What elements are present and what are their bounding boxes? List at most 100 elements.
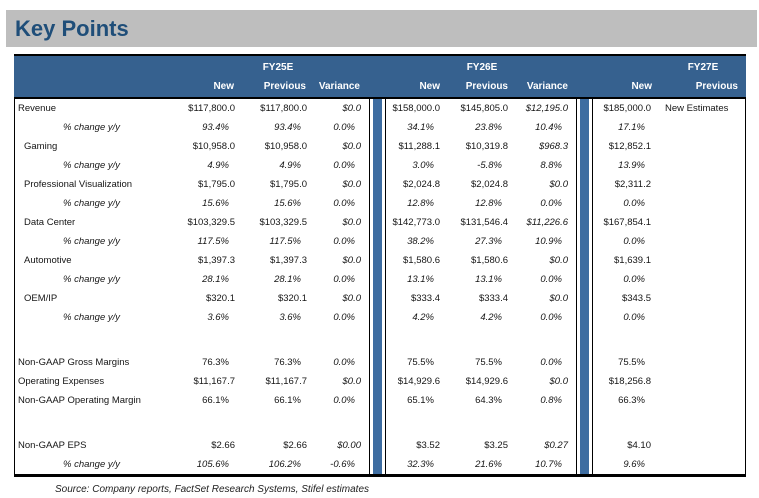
fy27-new-value: $12,852.1 [608, 141, 651, 152]
table-row: Non-GAAP Gross Margins 76.3% 76.3% 0.0% [15, 353, 369, 372]
blank-row [593, 327, 745, 353]
fy27-new-value: 66.3% [618, 395, 645, 406]
blank-row [15, 327, 369, 353]
fy25-variance-value: $0.0 [342, 141, 362, 152]
row-label: % change y/y [63, 236, 121, 247]
fy27e-panel: $185,000.0 New Estimates 17.1% $12,852.1 13.… [592, 99, 746, 474]
fy27-new-value: $185,000.0 [603, 103, 651, 114]
fy26-new-value: $3.52 [416, 440, 440, 451]
table-row: $4.10 [593, 436, 745, 455]
table-row: Non-GAAP EPS $2.66 $2.66 $0.00 [15, 436, 369, 455]
row-label: Revenue [18, 103, 57, 114]
table-row: Gaming $10,958.0 $10,958.0 $0.0 [15, 137, 369, 156]
fy25-previous-value: 66.1% [274, 395, 301, 406]
fy26-new-value: 32.3% [407, 459, 434, 470]
fy27-new-value: $18,256.8 [608, 376, 651, 387]
table-row: $11,288.1 $10,319.8 $968.3 [386, 137, 576, 156]
row-label: OEM/IP [24, 293, 58, 304]
fy25-new-value: 4.9% [207, 160, 229, 171]
table-row: % change y/y 93.4% 93.4% 0.0% [15, 118, 369, 137]
fy26-new-value: 3.0% [412, 160, 434, 171]
blank-row [593, 410, 745, 436]
fy27-previous-value [659, 156, 745, 175]
fy27e-col-new: New [631, 81, 652, 92]
table-row: 38.2% 27.3% 10.9% [386, 232, 576, 251]
fy26-new-value: $142,773.0 [392, 217, 440, 228]
fy25-new-value: $320.1 [205, 293, 235, 304]
fy26-previous-value: $3.25 [484, 440, 508, 451]
header-spacer [174, 58, 242, 77]
row-label: % change y/y [63, 312, 121, 323]
fy25-new-value: $103,329.5 [187, 217, 235, 228]
fy25-previous-value: 15.6% [274, 198, 301, 209]
header-spacer [14, 58, 174, 77]
fy26-variance-value: 8.8% [540, 160, 562, 171]
fy26-previous-value: 75.5% [475, 357, 502, 368]
fy27-previous-value [659, 137, 745, 156]
fy25-new-value: 66.1% [202, 395, 229, 406]
fy27-previous-value [659, 270, 745, 289]
row-label: Non-GAAP Gross Margins [18, 357, 130, 368]
fy26-variance-value: 0.0% [540, 274, 562, 285]
table-row: 17.1% [593, 118, 745, 137]
header-separator [368, 58, 386, 96]
table-row: % change y/y 3.6% 3.6% 0.0% [15, 308, 369, 327]
table-row: 0.0% [593, 270, 745, 289]
fy25-new-value: $10,958.0 [192, 141, 235, 152]
fy26-new-value: $2,024.8 [403, 179, 440, 190]
fy27-new-value: 0.0% [623, 312, 645, 323]
table-row: $333.4 $333.4 $0.0 [386, 289, 576, 308]
fy25-previous-value: $10,958.0 [264, 141, 307, 152]
fy25-previous-value: $1,795.0 [270, 179, 307, 190]
fy25-previous-value: 28.1% [274, 274, 301, 285]
fy26-previous-value: $131,546.4 [460, 217, 508, 228]
table-row: 75.5% 75.5% 0.0% [386, 353, 576, 372]
fy25-variance-value: $0.0 [342, 293, 362, 304]
fy26-variance-value: $12,195.0 [525, 103, 568, 114]
fy26-previous-value: 23.8% [475, 122, 502, 133]
table-row: Professional Visualization $1,795.0 $1,795… [15, 175, 369, 194]
row-label: Non-GAAP EPS [18, 440, 87, 451]
fy25-previous-value: 117.5% [269, 236, 301, 247]
fy25-previous-value: $103,329.5 [259, 217, 307, 228]
fy25-previous-value: 3.6% [279, 312, 301, 323]
table-row: $12,852.1 [593, 137, 745, 156]
fy26-variance-value: 0.0% [540, 198, 562, 209]
fy26-new-value: $11,288.1 [398, 141, 440, 152]
row-label: % change y/y [63, 198, 121, 209]
fy27-new-value: 0.0% [623, 236, 645, 247]
fy27-new-value: $4.10 [627, 440, 651, 451]
section-separator-bar [577, 99, 592, 474]
fy26-variance-value: $968.3 [538, 141, 568, 152]
blank-row [386, 327, 576, 353]
fy25-new-value: 76.3% [202, 357, 229, 368]
fy27-new-value: $167,854.1 [603, 217, 651, 228]
fy25-new-value: $117,800.0 [188, 103, 235, 114]
table-row: Data Center $103,329.5 $103,329.5 $0.0 [15, 213, 369, 232]
fy27-previous-value [659, 391, 745, 410]
fy27e-year-label: FY27E [687, 62, 719, 73]
row-label: % change y/y [63, 160, 121, 171]
fy26-variance-value: $0.0 [549, 293, 569, 304]
fy26-new-value: $14,929.6 [397, 376, 440, 387]
table-row: $1,580.6 $1,580.6 $0.0 [386, 251, 576, 270]
row-label: % change y/y [63, 459, 121, 470]
fy26-new-value: 65.1% [407, 395, 434, 406]
fy26-new-value: 12.8% [407, 198, 434, 209]
fy26-previous-value: 21.6% [475, 459, 502, 470]
table-row: 66.3% [593, 391, 745, 410]
fy26e-col-variance: Variance [526, 81, 568, 92]
table-row: % change y/y 117.5% 117.5% 0.0% [15, 232, 369, 251]
estimates-table: FY25E New Previous Variance FY26E New Pr… [14, 54, 746, 477]
fy25-previous-value: $117,800.0 [260, 103, 307, 114]
fy26-previous-value: $1,580.6 [471, 255, 508, 266]
fy25-variance-value: $0.0 [342, 255, 362, 266]
page-title: Key Points [15, 15, 129, 41]
table-row: 12.8% 12.8% 0.0% [386, 194, 576, 213]
fy25-new-value: 3.6% [207, 312, 229, 323]
fy27-previous-value [659, 436, 745, 455]
fy25-variance-value: 0.0% [333, 395, 355, 406]
table-row: $3.52 $3.25 $0.27 [386, 436, 576, 455]
fy27-previous-value [659, 175, 745, 194]
table-row: 0.0% [593, 194, 745, 213]
